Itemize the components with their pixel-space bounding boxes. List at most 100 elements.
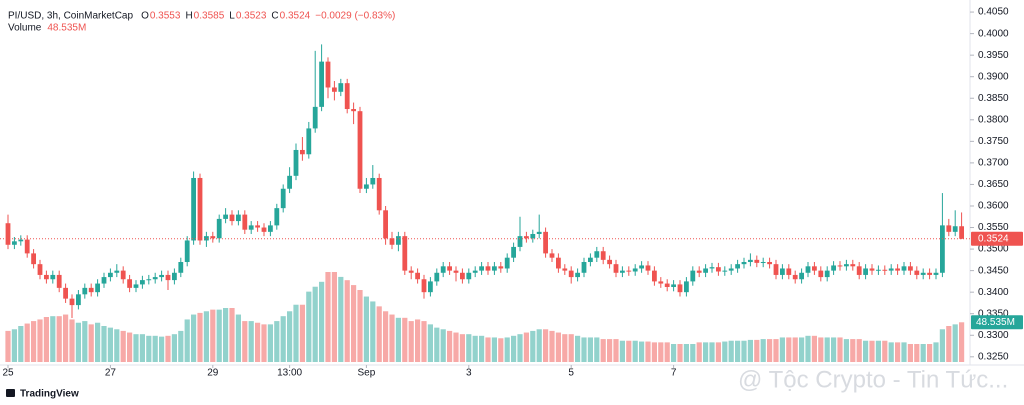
volume-bar bbox=[735, 340, 741, 362]
volume-bar bbox=[216, 309, 222, 362]
volume-bar bbox=[677, 344, 683, 362]
candle-body bbox=[767, 262, 772, 265]
legend-field-label: C bbox=[271, 11, 278, 22]
legend-field-value: 0.3585 bbox=[194, 11, 225, 22]
volume-bar bbox=[863, 340, 869, 362]
candle-body bbox=[869, 268, 875, 271]
candle-body bbox=[524, 236, 529, 239]
candle-body bbox=[24, 239, 30, 254]
candle-body bbox=[780, 268, 785, 275]
candle-body bbox=[88, 287, 94, 293]
volume-bar bbox=[95, 322, 101, 362]
candle-body bbox=[479, 266, 484, 271]
volume-bar bbox=[37, 319, 43, 362]
candle-body bbox=[837, 265, 843, 267]
candle-body bbox=[242, 214, 248, 230]
volume-bar bbox=[357, 290, 363, 362]
volume-bar bbox=[639, 341, 645, 362]
candle-body bbox=[338, 83, 344, 92]
candle-body bbox=[12, 241, 17, 245]
candle-body bbox=[146, 279, 152, 281]
candle-body bbox=[428, 281, 433, 293]
candle-body bbox=[568, 270, 574, 278]
candle-body bbox=[504, 257, 510, 269]
volume-bar bbox=[888, 342, 894, 362]
volume-bar bbox=[351, 285, 357, 362]
y-tick-label: 0.3800 bbox=[978, 114, 1009, 125]
volume-bar bbox=[466, 334, 472, 362]
volume-bar bbox=[901, 342, 907, 362]
volume-bar bbox=[31, 321, 37, 362]
candle-body bbox=[127, 279, 132, 288]
volume-bar bbox=[133, 334, 139, 362]
volume-bar bbox=[549, 330, 555, 362]
volume-bar bbox=[114, 329, 120, 362]
volume-bar bbox=[498, 338, 504, 362]
volume-bar bbox=[197, 312, 203, 362]
volume-bar bbox=[754, 339, 760, 362]
candle-body bbox=[460, 272, 465, 280]
volume-bar bbox=[120, 330, 126, 362]
volume-bar bbox=[594, 337, 600, 362]
candle-body bbox=[396, 236, 401, 245]
last-price-label: 0.3524 bbox=[978, 233, 1009, 244]
volume-bar bbox=[645, 341, 651, 362]
volume-bar bbox=[171, 334, 177, 362]
volume-bar bbox=[146, 335, 152, 362]
candle-body bbox=[421, 279, 427, 293]
candle-body bbox=[613, 264, 619, 273]
volume-bar bbox=[344, 280, 350, 362]
candle-body bbox=[18, 239, 24, 242]
candle-body bbox=[735, 264, 740, 269]
volume-bar bbox=[203, 311, 209, 362]
candle-body bbox=[389, 238, 395, 245]
candle-body bbox=[95, 283, 100, 293]
candle-body bbox=[498, 266, 504, 269]
candle-body bbox=[645, 265, 651, 271]
candle-body bbox=[300, 149, 305, 155]
candle-body bbox=[447, 266, 452, 271]
legend: PI/USD, 3h, CoinMarketCap Volume bbox=[8, 11, 133, 34]
volume-bar bbox=[223, 308, 229, 362]
brand: TradingView bbox=[20, 389, 79, 400]
volume-bar bbox=[869, 340, 875, 362]
volume-bar bbox=[607, 339, 613, 362]
volume-bar bbox=[18, 326, 24, 362]
volume-bar bbox=[338, 276, 344, 362]
candle-body bbox=[805, 266, 811, 273]
candle-body bbox=[44, 274, 49, 280]
volume-bar bbox=[722, 341, 728, 362]
candle-body bbox=[562, 268, 568, 271]
x-tick-label: 5 bbox=[568, 368, 574, 379]
y-tick-label: 0.3650 bbox=[978, 179, 1009, 190]
volume-bar bbox=[946, 326, 952, 362]
candle-body bbox=[287, 175, 292, 189]
legend-volume-value: 48.535M bbox=[47, 23, 86, 34]
volume-bar bbox=[530, 330, 536, 362]
volume-bar bbox=[107, 327, 113, 362]
volume-bar bbox=[306, 291, 312, 362]
candle-body bbox=[818, 270, 824, 278]
candle-body bbox=[741, 262, 747, 265]
volume-bar bbox=[818, 337, 824, 362]
candle-body bbox=[383, 210, 388, 239]
candle-body bbox=[312, 106, 318, 129]
candle-body bbox=[274, 208, 280, 226]
volume-bar bbox=[837, 337, 843, 362]
candle-body bbox=[492, 266, 497, 271]
y-tick-label: 0.3350 bbox=[978, 308, 1009, 319]
legend-symbol: PI/USD, 3h, CoinMarketCap bbox=[8, 11, 133, 22]
volume-bar bbox=[882, 340, 888, 362]
candle-body bbox=[722, 270, 728, 272]
candle-body bbox=[69, 298, 75, 306]
candle-body bbox=[216, 218, 222, 239]
volume-bar bbox=[267, 324, 273, 362]
volume-bar bbox=[440, 329, 446, 362]
volume-bar bbox=[895, 342, 901, 362]
candle-body bbox=[684, 281, 689, 293]
legend-field-label: O bbox=[141, 11, 149, 22]
volume-bar bbox=[479, 335, 485, 362]
volume-bar bbox=[402, 317, 408, 362]
candle-body bbox=[536, 231, 542, 234]
